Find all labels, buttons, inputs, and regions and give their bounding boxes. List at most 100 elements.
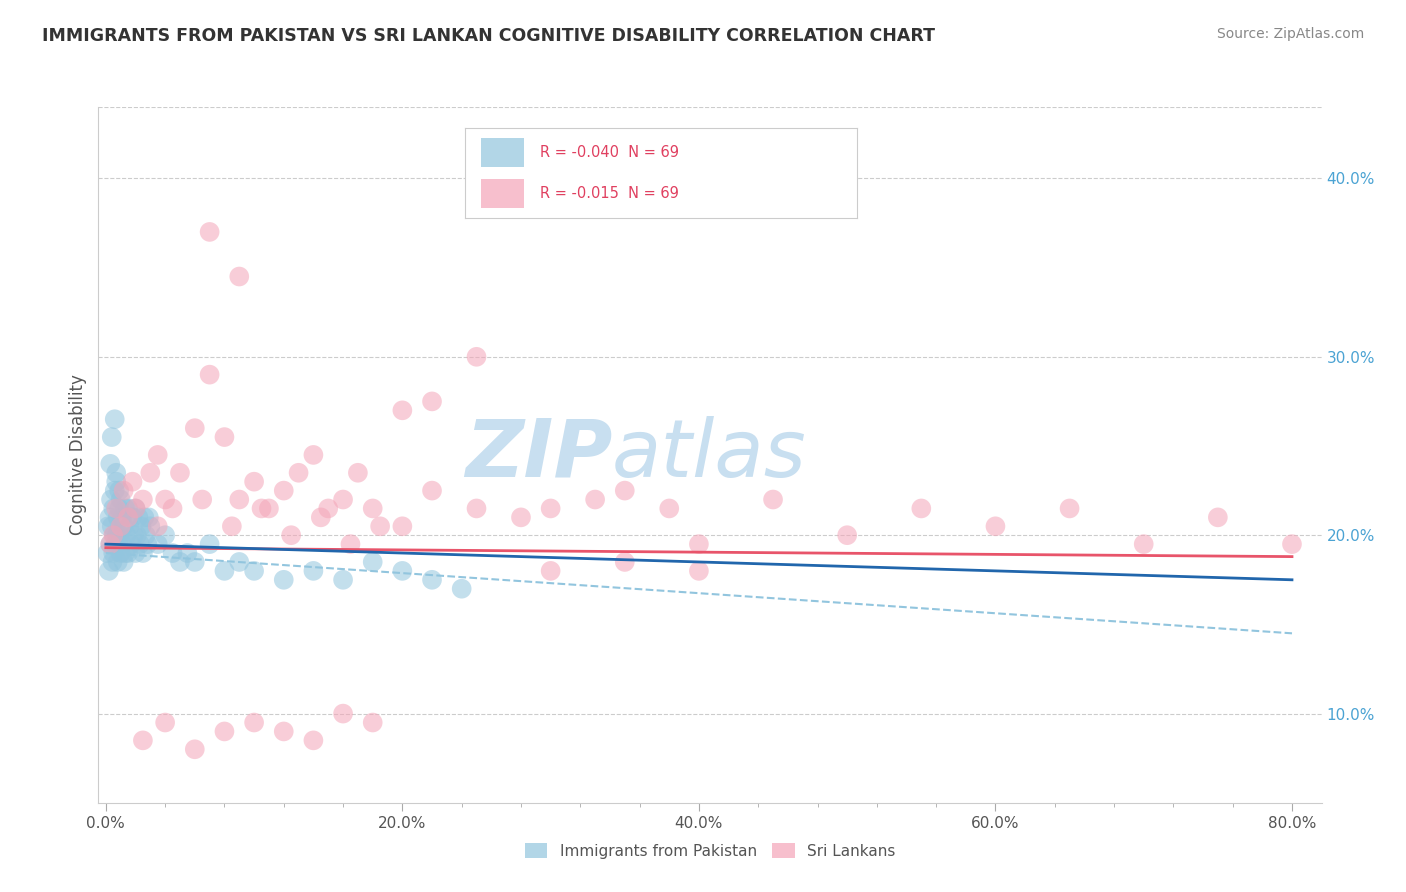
Point [131,519,153,533]
Point [103,528,125,542]
Point [302,448,325,462]
Point [688,537,710,551]
Point [153,492,176,507]
Point [162,546,184,560]
Point [104,537,127,551]
Point [100,519,122,533]
Point [120,537,142,551]
Point [134,510,156,524]
Point [613,483,636,498]
Point [420,573,443,587]
Point [146,537,169,551]
Point [105,475,128,489]
Point [139,466,162,480]
Point [114,501,136,516]
Point [221,519,243,533]
Y-axis label: Cognitive Disability: Cognitive Disability [69,375,87,535]
Point [103,546,125,560]
Point [361,715,384,730]
Point [125,528,148,542]
Point [465,350,488,364]
Point [117,546,139,560]
Point [104,412,127,426]
Point [124,501,146,516]
Point [103,501,125,516]
Point [118,519,141,533]
Point [1132,537,1154,551]
Point [465,501,488,516]
Point [243,715,266,730]
Point [688,564,710,578]
Point [136,537,159,551]
Point [391,564,413,578]
Point [97,519,120,533]
Point [97,564,120,578]
Point [332,706,354,721]
Point [169,555,191,569]
Point [910,501,932,516]
Point [243,475,266,489]
Point [332,573,354,587]
Point [108,501,131,516]
Point [361,501,384,516]
Point [184,742,207,756]
Point [347,466,370,480]
Point [198,368,221,382]
Point [837,528,859,542]
Text: IMMIGRANTS FROM PAKISTAN VS SRI LANKAN COGNITIVE DISABILITY CORRELATION CHART: IMMIGRANTS FROM PAKISTAN VS SRI LANKAN C… [42,27,935,45]
Point [96,546,118,560]
Point [198,537,221,551]
Point [124,501,146,516]
Point [100,430,122,444]
Point [112,483,135,498]
Point [117,501,139,516]
Point [228,492,250,507]
Point [108,483,131,498]
Point [117,510,139,524]
Point [332,492,354,507]
Point [176,546,198,560]
Point [98,510,121,524]
Point [1281,537,1303,551]
Point [146,448,169,462]
Point [111,537,134,551]
Point [309,510,332,524]
Point [153,528,176,542]
Point [339,537,361,551]
Point [273,573,295,587]
Point [107,510,129,524]
Point [146,519,169,533]
Point [420,483,443,498]
Point [302,564,325,578]
Point [540,501,562,516]
Point [110,492,132,507]
Point [450,582,472,596]
Point [243,564,266,578]
Point [287,466,309,480]
Point [214,724,236,739]
Point [98,457,121,471]
Point [302,733,325,747]
Point [257,501,280,516]
Point [1059,501,1081,516]
Point [124,546,146,560]
Point [132,492,155,507]
Point [228,555,250,569]
Point [198,225,221,239]
Point [510,510,533,524]
Point [122,528,145,542]
Point [250,501,273,516]
Point [984,519,1007,533]
Point [153,715,176,730]
Point [139,519,162,533]
Point [316,501,339,516]
Point [104,483,127,498]
Point [162,501,184,516]
Point [169,466,191,480]
Point [121,475,143,489]
Point [105,501,128,516]
Point [110,519,132,533]
Point [368,519,391,533]
Point [115,528,138,542]
Point [540,564,562,578]
